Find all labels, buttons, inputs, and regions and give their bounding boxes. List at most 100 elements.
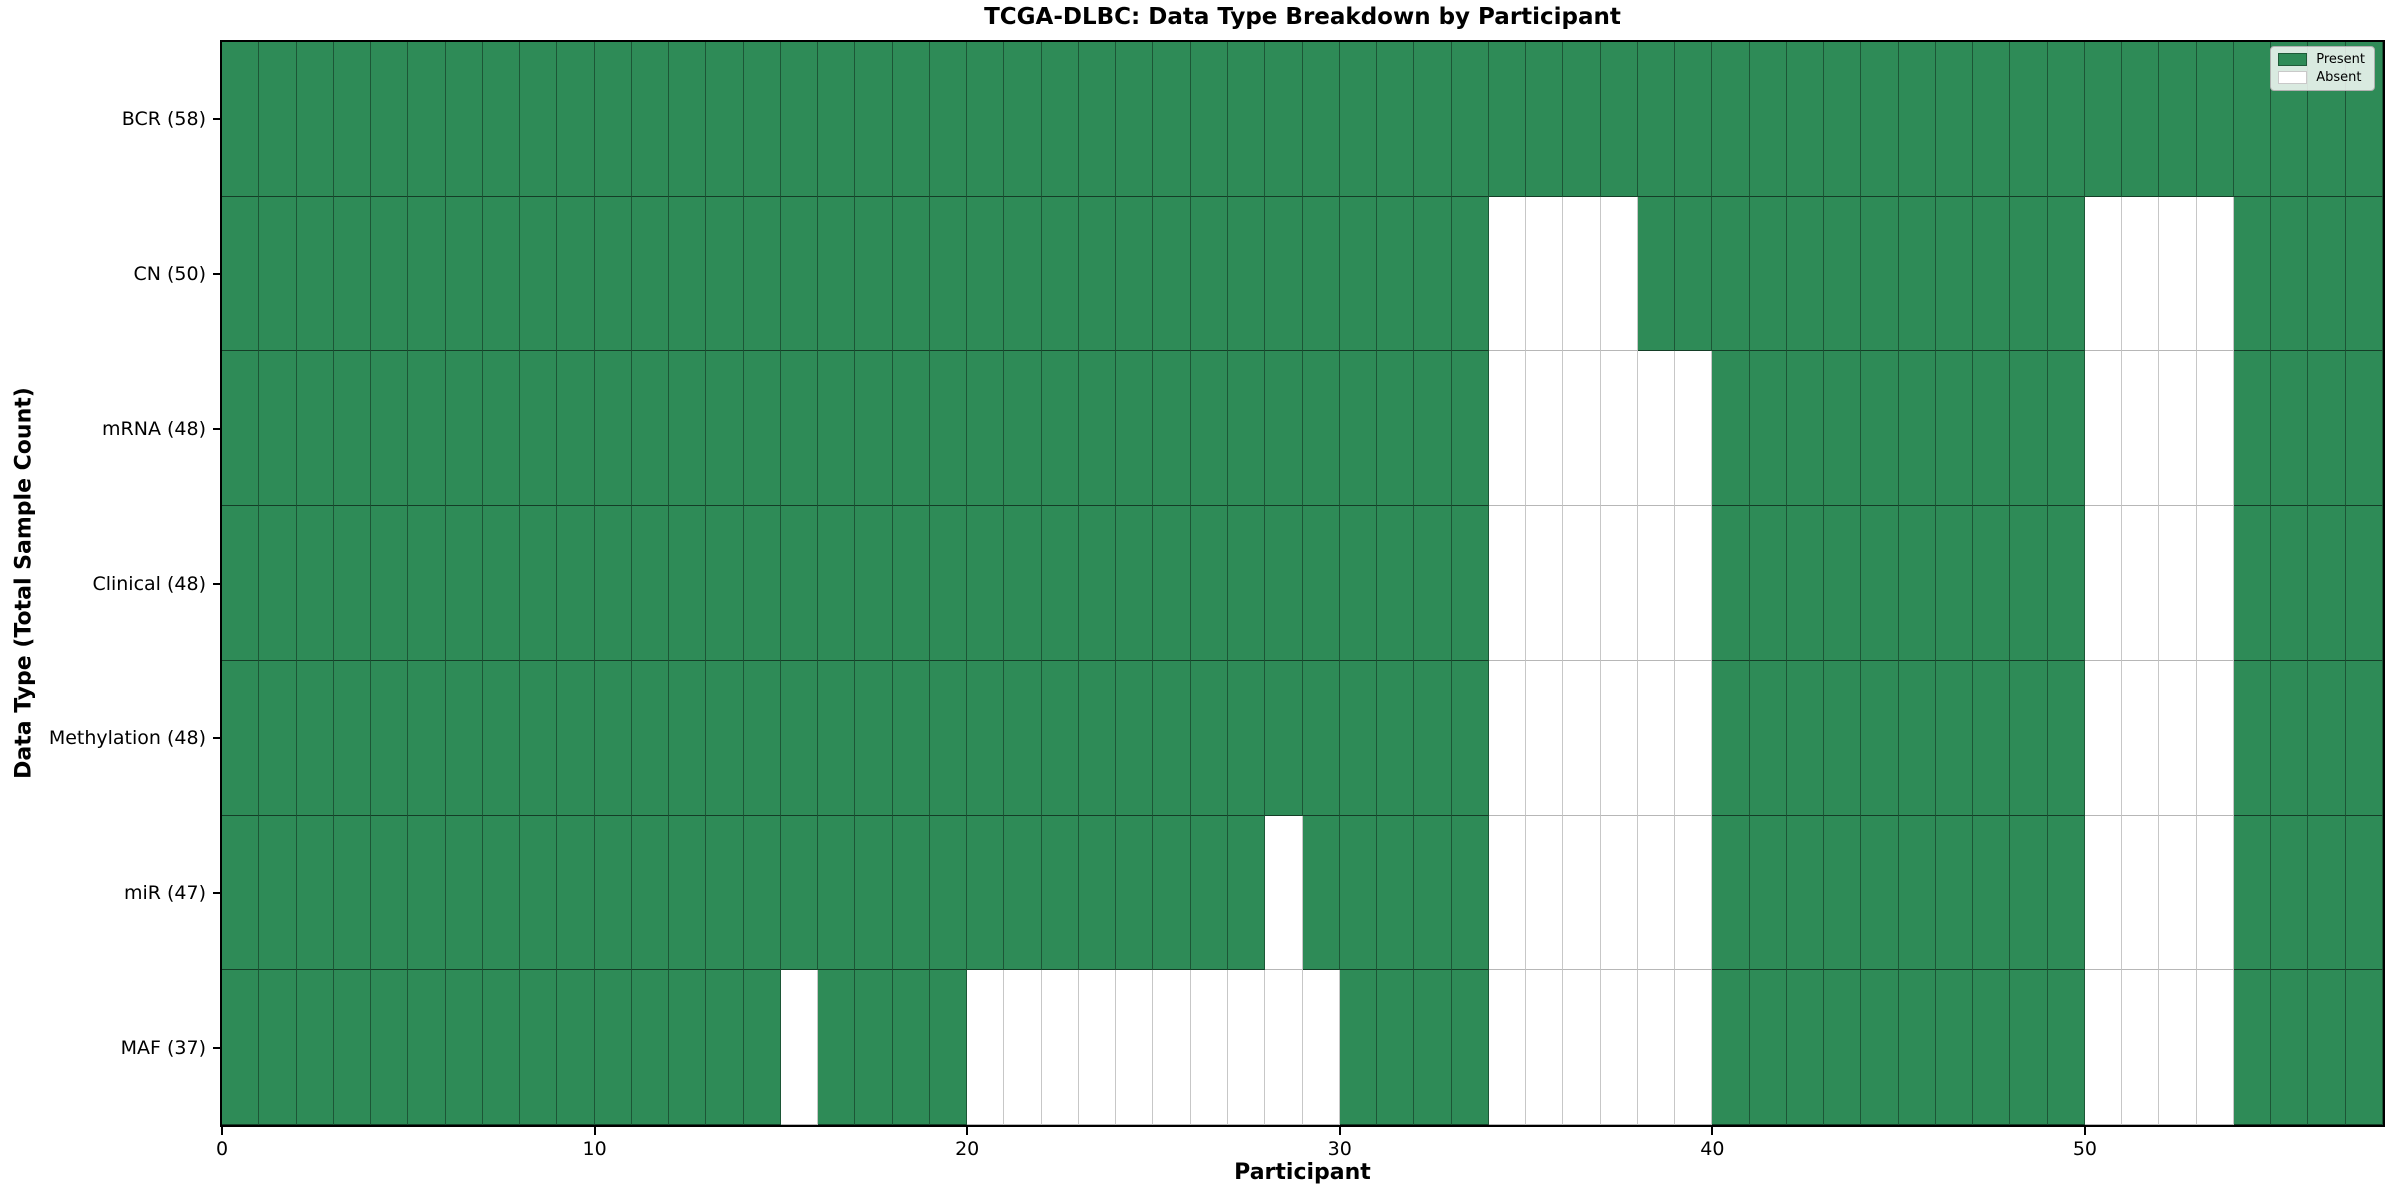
x-tick-label: 10 xyxy=(582,1138,607,1160)
heatmap-cell xyxy=(1563,351,1601,507)
heatmap-cell xyxy=(2159,970,2197,1125)
heatmap-cell xyxy=(780,815,819,971)
heatmap-cell xyxy=(594,815,632,971)
legend-absent-swatch xyxy=(2278,71,2308,84)
heatmap-cell xyxy=(1675,196,1713,352)
heatmap-cell xyxy=(1190,196,1228,352)
heatmap-cell xyxy=(669,196,707,352)
heatmap-cell xyxy=(296,506,334,661)
heatmap-cell xyxy=(1116,42,1154,197)
heatmap-cell xyxy=(2084,351,2123,507)
heatmap-cell xyxy=(1749,351,1787,507)
heatmap-cell xyxy=(1227,196,1266,352)
heatmap-cell xyxy=(1377,42,1415,197)
heatmap-cell xyxy=(1153,815,1191,971)
heatmap-cell xyxy=(2047,506,2085,661)
heatmap-cell xyxy=(1563,506,1601,661)
heatmap-cell xyxy=(818,196,856,352)
heatmap-cell xyxy=(2159,351,2197,507)
heatmap-cell xyxy=(2196,970,2234,1125)
heatmap-cell xyxy=(669,506,707,661)
heatmap-cell xyxy=(259,506,297,661)
heatmap-cell xyxy=(1339,506,1378,661)
heatmap-cell xyxy=(1041,42,1079,197)
heatmap-cell xyxy=(296,815,334,971)
heatmap-cell xyxy=(2084,660,2123,816)
heatmap-cell xyxy=(669,42,707,197)
heatmap-cell xyxy=(1190,970,1228,1125)
heatmap-cell xyxy=(1973,815,2011,971)
heatmap-cell xyxy=(855,815,893,971)
x-tick-label: 40 xyxy=(1700,1138,1725,1160)
heatmap-cell xyxy=(2047,351,2085,507)
heatmap-cell xyxy=(1488,660,1527,816)
heatmap-cell xyxy=(706,506,744,661)
heatmap-cell xyxy=(482,351,521,507)
heatmap-cell xyxy=(2233,196,2272,352)
heatmap-cell xyxy=(818,42,856,197)
heatmap-cell xyxy=(1637,970,1676,1125)
heatmap-cell xyxy=(706,351,744,507)
y-tick-label: mRNA (48) xyxy=(102,417,206,440)
heatmap-cell xyxy=(2271,815,2309,971)
heatmap-cell xyxy=(1339,815,1378,971)
y-tick-mark xyxy=(213,273,222,276)
heatmap-cell xyxy=(2345,196,2383,352)
heatmap-cell xyxy=(1600,351,1638,507)
heatmap-cell xyxy=(855,42,893,197)
heatmap-cell xyxy=(743,196,781,352)
heatmap-cell xyxy=(594,42,632,197)
heatmap-cell xyxy=(929,351,968,507)
heatmap-cell xyxy=(371,196,409,352)
heatmap-cell xyxy=(1265,815,1303,971)
heatmap-cell xyxy=(520,970,558,1125)
heatmap-cell xyxy=(2084,196,2123,352)
heatmap-cell xyxy=(2084,506,2123,661)
heatmap-cell xyxy=(1563,970,1601,1125)
heatmap-cell xyxy=(2271,351,2309,507)
heatmap-cell xyxy=(631,660,670,816)
heatmap-cell xyxy=(1116,196,1154,352)
heatmap-cell xyxy=(631,196,670,352)
heatmap-cell xyxy=(2233,660,2272,816)
heatmap-cell xyxy=(929,196,968,352)
heatmap-cell xyxy=(557,970,595,1125)
heatmap-cell xyxy=(371,351,409,507)
heatmap-cell xyxy=(1712,196,1750,352)
heatmap-cell xyxy=(669,660,707,816)
heatmap-cell xyxy=(1637,660,1676,816)
heatmap-cell xyxy=(482,815,521,971)
heatmap-cell xyxy=(743,506,781,661)
heatmap-cell xyxy=(1526,660,1564,816)
x-axis-label: Participant xyxy=(1234,1160,1371,1185)
heatmap-cell xyxy=(855,351,893,507)
heatmap-cell xyxy=(1898,815,1936,971)
heatmap-cell xyxy=(445,815,483,971)
heatmap-cell xyxy=(2122,970,2160,1125)
heatmap-cell xyxy=(1637,506,1676,661)
heatmap-cell xyxy=(780,42,819,197)
heatmap-cell xyxy=(1861,196,1899,352)
heatmap-cell xyxy=(1451,351,1489,507)
heatmap-cell xyxy=(1302,660,1340,816)
heatmap-cell xyxy=(1078,196,1117,352)
heatmap-cell xyxy=(1153,351,1191,507)
heatmap-cell xyxy=(1973,970,2011,1125)
heatmap-cell xyxy=(892,970,930,1125)
heatmap-cell xyxy=(333,351,372,507)
y-tick-mark xyxy=(213,737,222,740)
heatmap-cell xyxy=(706,970,744,1125)
heatmap-cell xyxy=(1451,42,1489,197)
heatmap-cell xyxy=(1414,506,1452,661)
heatmap-cell xyxy=(1041,506,1079,661)
heatmap-cell xyxy=(1190,660,1228,816)
heatmap-cell xyxy=(1414,815,1452,971)
heatmap-cell xyxy=(2271,196,2309,352)
heatmap-cell xyxy=(2159,196,2197,352)
heatmap-cell xyxy=(1302,351,1340,507)
heatmap-cell xyxy=(1078,815,1117,971)
heatmap-cell xyxy=(2308,506,2346,661)
heatmap-cell xyxy=(1116,506,1154,661)
heatmap-cell xyxy=(929,506,968,661)
heatmap-cell xyxy=(1861,815,1899,971)
